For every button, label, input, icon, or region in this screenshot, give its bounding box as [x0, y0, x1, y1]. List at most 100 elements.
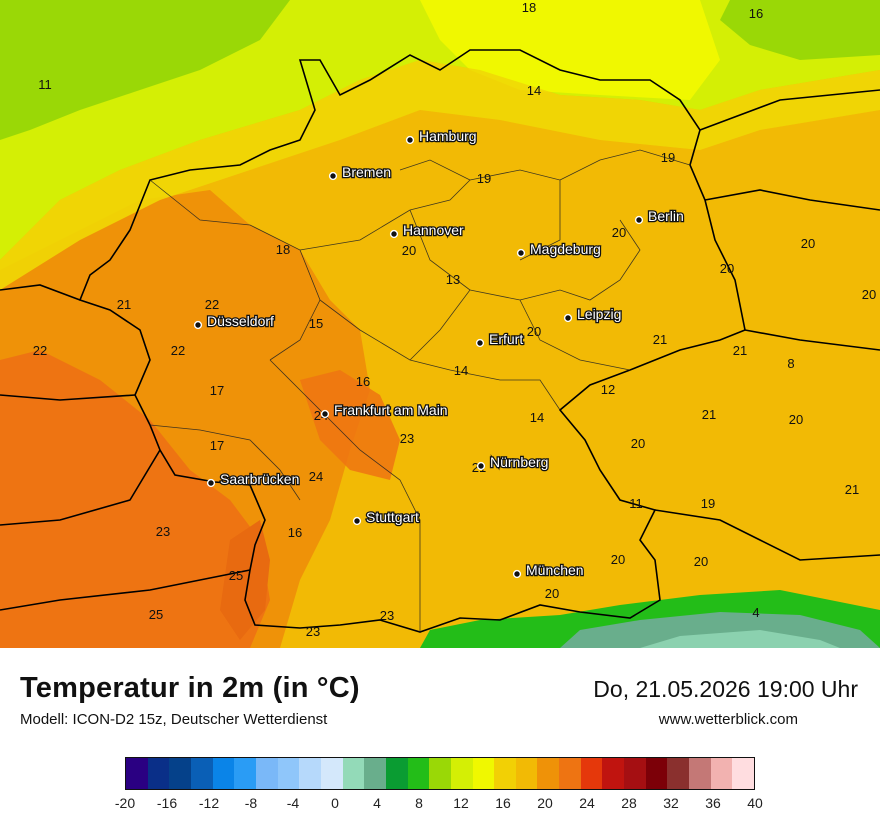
color-scale-swatch: [364, 758, 386, 789]
color-scale-swatch: [234, 758, 256, 789]
color-scale-swatch: [624, 758, 646, 789]
city-dot: [475, 338, 485, 348]
city-dot: [634, 215, 644, 225]
website-link[interactable]: www.wetterblick.com: [658, 711, 798, 728]
color-scale-swatch: [299, 758, 321, 789]
forecast-datetime: Do, 21.05.2026 19:00 Uhr: [593, 676, 858, 702]
temperature-value: 20: [862, 287, 876, 302]
temperature-value: 20: [402, 243, 416, 258]
temperature-value: 20: [611, 552, 625, 567]
temperature-value: 24: [309, 469, 323, 484]
temperature-value: 20: [545, 586, 559, 601]
temperature-value: 19: [701, 496, 715, 511]
temperature-value: 21: [117, 297, 131, 312]
temperature-value: 18: [276, 242, 290, 257]
temperature-value: 20: [789, 412, 803, 427]
temperature-value: 17: [210, 438, 224, 453]
color-scale-swatch: [320, 758, 343, 789]
city-label: Erfurt: [489, 331, 523, 347]
city-marker: Bremen: [328, 163, 392, 181]
color-scale-swatch: [126, 758, 148, 789]
temperature-value: 20: [527, 324, 541, 339]
city-label: Hamburg: [419, 128, 477, 144]
city-dot: [389, 229, 399, 239]
temperature-value: 11: [38, 77, 52, 92]
color-scale-tick-label: 12: [453, 795, 469, 811]
color-scale-swatch: [515, 758, 538, 789]
color-scale-swatch: [147, 758, 170, 789]
temperature-value: 16: [749, 6, 763, 21]
city-dot: [512, 569, 522, 579]
color-scale-swatch: [494, 758, 516, 789]
color-scale-ticks: -20 -16 -12 -8 -4 0 4 8 12 16 20 24 28 32 36 40: [0, 795, 880, 815]
temperature-value: 12: [601, 382, 615, 397]
city-marker: Düsseldorf: [193, 312, 275, 330]
temperature-value: 16: [356, 374, 370, 389]
temperature-value: 13: [446, 272, 460, 287]
city-label: München: [526, 562, 584, 578]
temperature-value: 25: [149, 607, 163, 622]
color-scale-swatch: [645, 758, 668, 789]
city-label: Berlin: [648, 208, 684, 224]
color-scale-swatch: [537, 758, 560, 789]
color-scale-swatch: [667, 758, 690, 789]
temperature-value: 20: [801, 236, 815, 251]
temperature-value: 23: [400, 431, 414, 446]
city-marker: Nürnberg: [476, 453, 550, 471]
color-scale-tick-label: 0: [331, 795, 339, 811]
color-scale-tick-label: -20: [114, 795, 136, 811]
hot-zone-rhine: [0, 350, 270, 648]
map-title: Temperatur in 2m (in °C): [20, 672, 360, 704]
city-dot: [405, 135, 415, 145]
city-dot: [476, 461, 486, 471]
color-scale-tick-label: 40: [747, 795, 763, 811]
color-scale-swatch: [407, 758, 430, 789]
city-dot: [320, 409, 330, 419]
color-scale-swatch: [580, 758, 603, 789]
city-label: Frankfurt am Main: [334, 402, 448, 418]
temperature-value: 21: [653, 332, 667, 347]
temperature-value: 20: [720, 261, 734, 276]
color-scale-swatch: [342, 758, 365, 789]
city-label: Nürnberg: [490, 454, 548, 470]
temperature-value: 23: [156, 524, 170, 539]
temperature-value: 14: [454, 363, 468, 378]
city-label: Magdeburg: [530, 241, 601, 257]
temperature-value: 20: [631, 436, 645, 451]
map-footer: Temperatur in 2m (in °C) Modell: ICON-D2…: [0, 648, 880, 830]
temperature-value: 17: [210, 383, 224, 398]
alps-snow: [640, 630, 840, 648]
cities: Hamburg Bremen Berlin Hannover Magdeburg Leip…: [193, 127, 685, 579]
temperature-value: 16: [288, 525, 302, 540]
temperature-map: 18 16 11 14 19 19 20 18 20 20 20 13 20 21 22 15 20 21 22 22…: [0, 0, 880, 648]
city-label: Saarbrücken: [220, 471, 299, 487]
city-marker: Leipzig: [563, 305, 623, 323]
temperature-value: 22: [33, 343, 47, 358]
color-scale-swatch: [212, 758, 235, 789]
coast-yellow-band: [0, 60, 880, 290]
temperature-value: 22: [205, 297, 219, 312]
color-scale-swatch: [689, 758, 711, 789]
temperature-value: 21: [733, 343, 747, 358]
temperature-value: 4: [752, 605, 759, 620]
color-scale-bar: [125, 757, 755, 790]
color-scale-swatch: [732, 758, 755, 789]
temperature-value: 21: [845, 482, 859, 497]
city-label: Bremen: [342, 164, 391, 180]
color-scale-swatch: [385, 758, 408, 789]
color-scale-tick-label: 28: [621, 795, 637, 811]
city-marker: Erfurt: [475, 330, 525, 348]
color-scale-tick-label: 20: [537, 795, 553, 811]
model-info: Modell: ICON-D2 15z, Deutscher Wetterdie…: [20, 711, 328, 728]
city-dot: [193, 320, 203, 330]
color-scale-swatch: [169, 758, 191, 789]
city-marker: Hannover: [389, 221, 465, 239]
temperature-value: 14: [527, 83, 541, 98]
color-scale-swatch: [190, 758, 213, 789]
temperature-value: 11: [629, 496, 643, 511]
temperature-value: 14: [530, 410, 544, 425]
color-scale-tick-label: -16: [156, 795, 178, 811]
temperature-value: 25: [229, 568, 243, 583]
city-marker: Berlin: [634, 207, 685, 225]
color-scale-swatch: [602, 758, 625, 789]
